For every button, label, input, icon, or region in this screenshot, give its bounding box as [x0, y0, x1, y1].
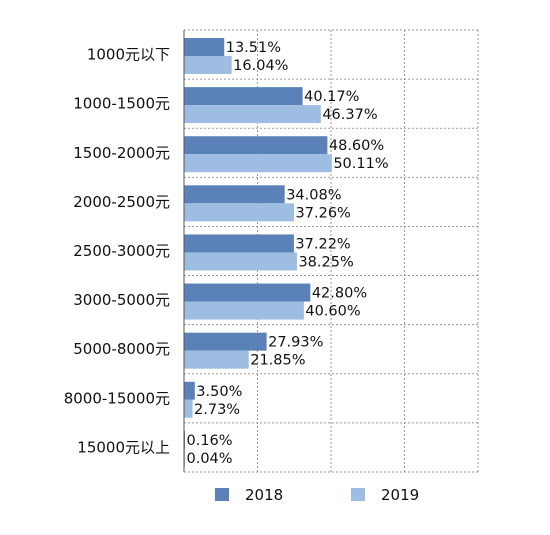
bar-2018 — [184, 332, 267, 351]
bars — [184, 38, 332, 467]
bar-2018 — [184, 87, 303, 106]
category-label: 2500-3000元 — [73, 242, 170, 260]
bar-2018 — [184, 38, 225, 56]
data-label-2019: 40.60% — [305, 304, 360, 320]
legend-label-2018: 2018 — [245, 486, 283, 504]
data-label-2018: 0.16% — [187, 433, 233, 449]
category-label: 3000-5000元 — [73, 291, 170, 309]
category-label: 1500-2000元 — [73, 144, 170, 162]
legend: 2018 2019 — [215, 486, 419, 504]
bar-2019 — [184, 350, 249, 369]
category-label: 2000-2500元 — [73, 193, 170, 211]
data-label-2018: 34.08% — [286, 187, 341, 203]
grid — [183, 29, 479, 473]
data-label-2019: 0.04% — [187, 451, 233, 467]
bar-2018 — [184, 185, 285, 204]
bar-2019 — [184, 252, 297, 271]
bar-2019 — [184, 203, 295, 222]
legend-label-2019: 2019 — [381, 486, 419, 504]
legend-swatch-2018 — [215, 488, 229, 501]
data-label-2018: 48.60% — [329, 138, 384, 154]
bar-2019 — [184, 56, 232, 74]
bar-2019 — [184, 105, 321, 124]
data-label-2019: 2.73% — [194, 402, 240, 418]
bar-2019 — [184, 301, 304, 320]
data-label-2019: 16.04% — [233, 58, 288, 74]
data-labels: 13.51% 16.04% 40.17% 46.37% 48.60% 50.11% 34.0… — [187, 40, 389, 467]
data-label-2018: 42.80% — [312, 286, 367, 302]
bar-2018 — [184, 430, 185, 449]
data-label-2019: 46.37% — [322, 107, 377, 123]
data-label-2018: 27.93% — [268, 335, 323, 351]
bar-2018 — [184, 136, 328, 155]
data-label-2019: 50.11% — [333, 156, 388, 172]
data-label-2018: 3.50% — [196, 384, 242, 400]
data-label-2019: 37.26% — [296, 205, 351, 221]
bar-2019 — [184, 154, 332, 173]
category-label: 1000-1500元 — [73, 95, 170, 113]
category-labels: 1000元以下 1000-1500元 1500-2000元 2000-2500元 250… — [64, 46, 170, 457]
data-label-2018: 37.22% — [295, 236, 350, 252]
data-label-2019: 38.25% — [298, 254, 353, 270]
data-label-2018: 40.17% — [304, 89, 359, 105]
legend-swatch-2019 — [351, 488, 365, 501]
data-label-2019: 21.85% — [250, 353, 305, 369]
bar-2018 — [184, 283, 311, 302]
category-label: 8000-15000元 — [64, 389, 170, 407]
category-label: 15000元以上 — [77, 438, 170, 456]
category-label: 1000元以下 — [87, 46, 170, 64]
bar-2019 — [184, 448, 185, 467]
data-label-2018: 13.51% — [226, 40, 281, 56]
bar-2019 — [184, 399, 193, 418]
bar-2018 — [184, 234, 294, 253]
bar-2018 — [184, 381, 195, 400]
category-label: 5000-8000元 — [73, 340, 170, 358]
